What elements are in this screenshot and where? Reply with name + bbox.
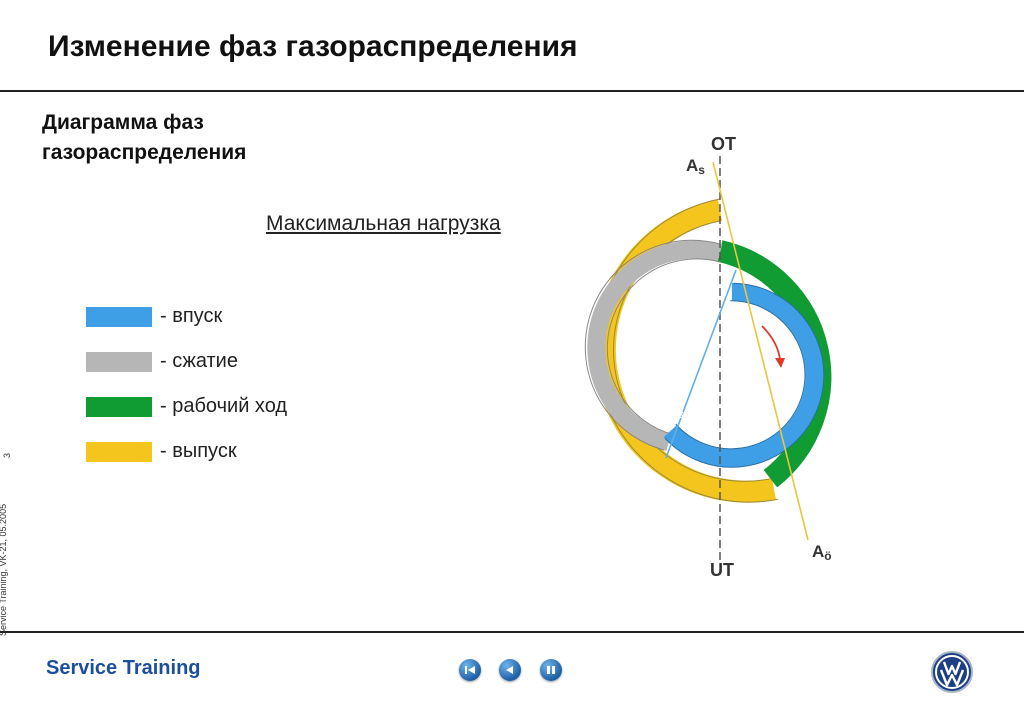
first-page-button[interactable]: [459, 659, 481, 681]
rotation-arrowhead-icon: [775, 358, 785, 368]
legend-swatch-compression: [86, 351, 152, 372]
diagram-subtitle: Диаграмма фаз газораспределения: [42, 111, 247, 164]
intake-arc: [663, 283, 824, 467]
legend-swatch-power: [86, 396, 152, 417]
legend-item-exhaust: - выпуск: [86, 440, 237, 463]
legend-item-power: - рабочий ход: [86, 395, 287, 418]
valve-timing-diagram: OT UT As Eö Es Aö: [584, 134, 832, 580]
label-ot: OT: [711, 134, 736, 154]
legend-swatch-intake: [86, 306, 152, 327]
exhaust-timing-line: [712, 161, 809, 541]
label-intake-opens: Eö: [732, 311, 751, 332]
compression-arc: [587, 240, 723, 451]
label-ut: UT: [710, 560, 734, 580]
legend-label-intake: - впуск: [160, 305, 223, 327]
first-page-icon: [465, 666, 475, 674]
footer-divider: [0, 631, 1024, 633]
compression-arc-outline: [584, 239, 721, 451]
page-title: Изменение фаз газораспределения: [48, 30, 578, 63]
vw-logo-icon: [931, 651, 973, 693]
header-divider: [0, 90, 1024, 92]
legend-item-compression: - сжатие: [86, 350, 238, 373]
label-exhaust-opens-bottom: Aö: [812, 542, 832, 563]
previous-button[interactable]: [499, 659, 521, 681]
page-number: 3: [2, 452, 12, 458]
pause-button[interactable]: [540, 659, 562, 681]
intake-arc-outline: [664, 282, 825, 468]
legend-label-compression: - сжатие: [160, 350, 238, 372]
label-exhaust-opens-top: As: [686, 156, 705, 177]
legend-item-intake: - впуск: [86, 305, 222, 328]
pause-icon: [547, 666, 555, 674]
sidebar-vertical-text: Service Training, VK-21, 05.2005: [0, 503, 8, 636]
legend-label-power: - рабочий ход: [160, 395, 288, 417]
legend-swatch-exhaust: [86, 441, 152, 462]
load-condition-title: Максимальная нагрузка: [266, 212, 501, 235]
legend-label-exhaust: - выпуск: [160, 440, 237, 462]
intake-timing-line: [665, 269, 737, 459]
label-intake-closes: Es: [666, 400, 684, 421]
footer-brand: Service Training: [46, 657, 201, 679]
rotation-arrow-icon: [761, 325, 781, 361]
previous-icon: [506, 666, 513, 674]
